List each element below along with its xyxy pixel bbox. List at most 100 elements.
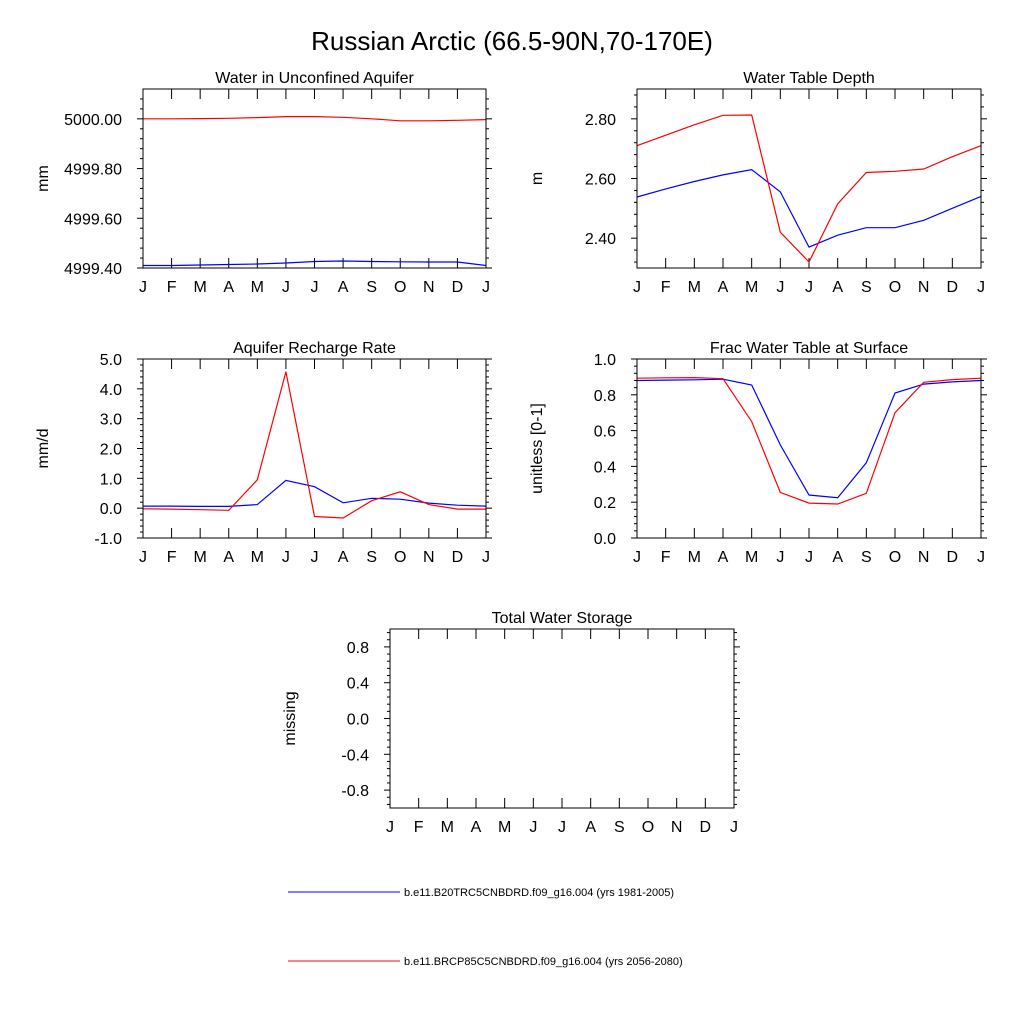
x-tick-label: J <box>776 549 784 566</box>
x-tick-label: A <box>718 279 729 296</box>
y-tick-label: 2.0 <box>100 442 122 459</box>
x-tick-label: F <box>661 549 671 566</box>
x-tick-label: J <box>633 549 641 566</box>
x-tick-label: O <box>394 279 406 296</box>
y-tick-label: -0.8 <box>341 783 369 800</box>
y-tick-label: 4999.60 <box>64 211 122 228</box>
x-tick-label: N <box>918 549 930 566</box>
x-tick-label: M <box>251 279 264 296</box>
y-tick-label: 4999.40 <box>64 261 122 278</box>
y-tick-label: 0.8 <box>347 640 369 657</box>
panel-title: Water in Unconfined Aquifer <box>215 70 414 87</box>
y-axis-label: m <box>529 172 546 185</box>
x-tick-label: J <box>529 819 537 836</box>
x-tick-label: S <box>366 279 377 296</box>
x-tick-label: J <box>730 819 738 836</box>
y-tick-label: 0.8 <box>594 388 616 405</box>
x-tick-label: J <box>386 819 394 836</box>
legend-label-series-2: b.e11.BRCP85C5CNBDRD.f09_g16.004 (yrs 20… <box>404 956 683 968</box>
x-tick-label: S <box>614 819 625 836</box>
plot-frame <box>142 88 487 269</box>
plot-frame <box>142 358 487 539</box>
x-tick-label: J <box>482 279 490 296</box>
x-tick-label: D <box>947 279 959 296</box>
x-tick-label: J <box>482 549 490 566</box>
y-axis-label: unitless [0-1] <box>529 403 546 494</box>
y-tick-label: 0.4 <box>347 676 369 693</box>
x-tick-label: J <box>311 549 319 566</box>
x-tick-label: D <box>947 549 959 566</box>
series-line-1-aquifer-recharge-rate <box>143 479 487 507</box>
x-tick-label: O <box>889 279 901 296</box>
x-tick-label: S <box>861 279 872 296</box>
x-tick-label: J <box>139 549 147 566</box>
x-tick-label: J <box>558 819 566 836</box>
x-tick-label: F <box>414 819 424 836</box>
x-tick-label: J <box>311 279 319 296</box>
x-tick-label: M <box>688 279 701 296</box>
y-tick-label: 4.0 <box>100 382 122 399</box>
y-tick-label: 0.6 <box>594 424 616 441</box>
series-line-2-frac-water-table-at-surface <box>636 376 982 505</box>
x-tick-label: F <box>661 279 671 296</box>
y-tick-label: 5000.00 <box>64 112 122 129</box>
y-axis-label: missing <box>282 691 299 745</box>
x-tick-label: N <box>423 279 435 296</box>
y-tick-label: 0.0 <box>347 712 369 729</box>
x-tick-label: F <box>167 279 177 296</box>
panel-title: Aquifer Recharge Rate <box>233 340 396 357</box>
x-tick-label: J <box>139 279 147 296</box>
x-tick-label: M <box>498 819 511 836</box>
x-tick-label: D <box>700 819 712 836</box>
x-tick-label: A <box>832 549 843 566</box>
y-tick-label: -1.0 <box>94 531 122 548</box>
x-tick-label: J <box>805 549 813 566</box>
y-tick-label: 0.4 <box>594 459 616 476</box>
y-axis-label: mm <box>35 165 52 192</box>
y-tick-label: 2.60 <box>585 172 616 189</box>
x-tick-label: N <box>918 279 930 296</box>
x-tick-label: O <box>642 819 654 836</box>
legend-label-series-1: b.e11.B20TRC5CNBDRD.f09_g16.004 (yrs 198… <box>404 887 674 899</box>
series-line-1-water-table-depth <box>636 168 982 248</box>
x-tick-label: A <box>585 819 596 836</box>
y-tick-label: 3.0 <box>100 412 122 429</box>
y-tick-label: 1.0 <box>100 471 122 488</box>
y-tick-label: 1.0 <box>594 352 616 369</box>
y-tick-label: 4999.80 <box>64 162 122 179</box>
series-line-2-water-in-unconfined-aquifer <box>143 115 487 122</box>
panel-title: Total Water Storage <box>492 610 633 627</box>
x-tick-label: O <box>394 549 406 566</box>
x-tick-label: J <box>633 279 641 296</box>
x-tick-label: F <box>167 549 177 566</box>
series-line-1-frac-water-table-at-surface <box>636 378 982 499</box>
plot-frame <box>636 88 982 269</box>
panel-title: Water Table Depth <box>743 70 875 87</box>
panel-title: Frac Water Table at Surface <box>710 340 908 357</box>
x-tick-label: A <box>338 279 349 296</box>
x-tick-label: A <box>832 279 843 296</box>
x-tick-label: J <box>977 549 985 566</box>
x-tick-label: S <box>861 549 872 566</box>
x-tick-label: J <box>977 279 985 296</box>
legend: b.e11.B20TRC5CNBDRD.f09_g16.004 (yrs 198… <box>288 887 683 968</box>
x-tick-label: M <box>688 549 701 566</box>
y-tick-label: 0.2 <box>594 495 616 512</box>
plot-frame <box>636 358 982 539</box>
x-tick-label: N <box>671 819 683 836</box>
x-tick-label: M <box>251 549 264 566</box>
x-tick-label: J <box>282 279 290 296</box>
series-line-1-water-in-unconfined-aquifer <box>143 260 487 267</box>
x-tick-label: J <box>805 279 813 296</box>
x-tick-label: A <box>338 549 349 566</box>
x-tick-label: D <box>452 279 464 296</box>
x-tick-label: D <box>452 549 464 566</box>
x-tick-label: S <box>366 549 377 566</box>
y-tick-label: -0.4 <box>341 747 369 764</box>
y-tick-label: 2.40 <box>585 231 616 248</box>
x-tick-label: M <box>745 549 758 566</box>
x-tick-label: A <box>223 279 234 296</box>
